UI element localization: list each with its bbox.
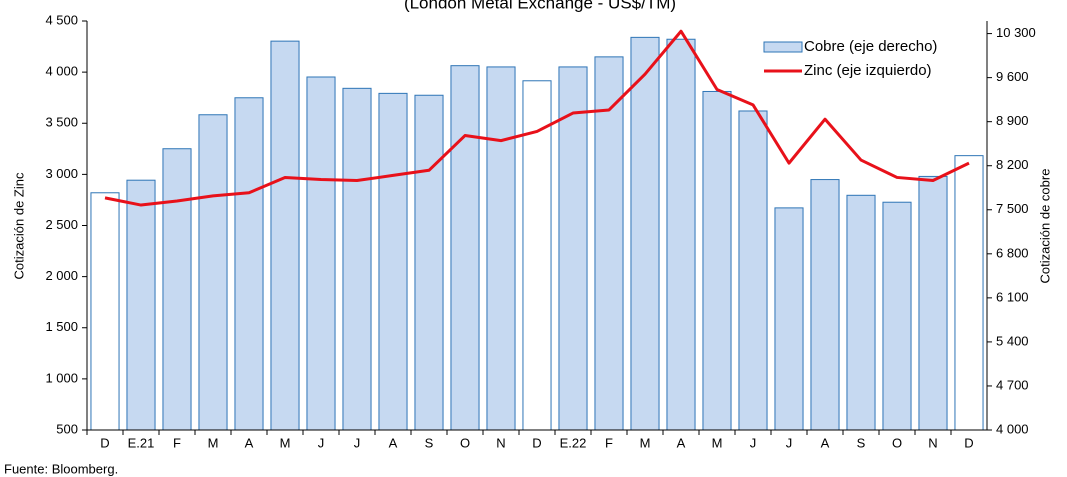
x-tick-label: A [821, 435, 830, 450]
legend-label: Cobre (eje derecho) [804, 38, 937, 55]
y-tick-label: 4 500 [45, 12, 78, 27]
x-tick-label: M [712, 435, 723, 450]
bar [738, 110, 768, 431]
bar [90, 192, 120, 431]
bar [666, 38, 696, 431]
x-tick-label: A [245, 435, 254, 450]
y-tick-label: 2 000 [45, 268, 78, 283]
bar [882, 201, 912, 431]
x-tick-label: J [318, 435, 325, 450]
y2-tick-label: 5 400 [996, 333, 1029, 348]
bar [954, 155, 984, 431]
bar [198, 114, 228, 431]
bar [846, 194, 876, 431]
x-tick-label: A [677, 435, 686, 450]
x-tick-label: J [354, 435, 361, 450]
x-tick-label: F [173, 435, 181, 450]
x-tick-label: M [280, 435, 291, 450]
x-tick-label: E.21 [128, 435, 155, 450]
x-tick-label: J [786, 435, 793, 450]
bar [486, 66, 516, 431]
bar [270, 40, 300, 431]
x-tick-label: E.22 [560, 435, 587, 450]
x-tick-label: S [857, 435, 866, 450]
y-tick-label: 3 000 [45, 166, 78, 181]
bar [594, 56, 624, 431]
y2-tick-label: 8 900 [996, 113, 1029, 128]
bar [918, 175, 948, 431]
x-tick-label: S [425, 435, 434, 450]
x-tick-label: D [100, 435, 109, 450]
bar [342, 87, 372, 431]
bar [774, 207, 804, 431]
x-tick-label: M [640, 435, 651, 450]
y-tick-label: 1 500 [45, 319, 78, 334]
y2-tick-label: 4 000 [996, 421, 1029, 436]
bar [126, 179, 156, 431]
bar [630, 36, 660, 431]
bar [558, 66, 588, 431]
x-tick-label: D [964, 435, 973, 450]
y2-tick-label: 4 700 [996, 377, 1029, 392]
source-note: Fuente: Bloomberg. [4, 461, 118, 476]
bar [378, 92, 408, 431]
bar [450, 65, 480, 431]
x-tick-label: A [389, 435, 398, 450]
bar [522, 80, 552, 431]
line-series [104, 29, 970, 207]
bar [306, 76, 336, 431]
y2-tick-label: 9 600 [996, 69, 1029, 84]
x-tick-label: O [460, 435, 470, 450]
x-tick-label: M [208, 435, 219, 450]
bar [234, 97, 264, 431]
y-tick-label: 500 [56, 421, 78, 436]
bar [810, 179, 840, 431]
y-tick-label: 4 000 [45, 64, 78, 79]
y-tick-label: 1 000 [45, 370, 78, 385]
y2-tick-label: 8 200 [996, 157, 1029, 172]
y2-tick-label: 6 100 [996, 289, 1029, 304]
y2-tick-label: 7 500 [996, 201, 1029, 216]
y2-axis-label: Cotización de cobre [1037, 169, 1052, 284]
bar [414, 94, 444, 431]
x-tick-label: F [605, 435, 613, 450]
y-tick-label: 2 500 [45, 217, 78, 232]
x-tick-label: J [750, 435, 757, 450]
x-tick-label: N [928, 435, 937, 450]
legend-label: Zinc (eje izquierdo) [804, 62, 932, 79]
bar [702, 90, 732, 431]
y2-tick-label: 10 300 [996, 25, 1036, 40]
bar [162, 148, 192, 431]
x-tick-label: N [496, 435, 505, 450]
chart-subtitle: (London Metal Exchange - US$/TM) [404, 0, 676, 12]
x-tick-label: D [532, 435, 541, 450]
y-tick-label: 3 500 [45, 115, 78, 130]
legend-swatch [763, 41, 803, 53]
x-tick-label: O [892, 435, 902, 450]
y2-tick-label: 6 800 [996, 245, 1029, 260]
y-axis-label: Cotización de Zinc [11, 172, 26, 279]
